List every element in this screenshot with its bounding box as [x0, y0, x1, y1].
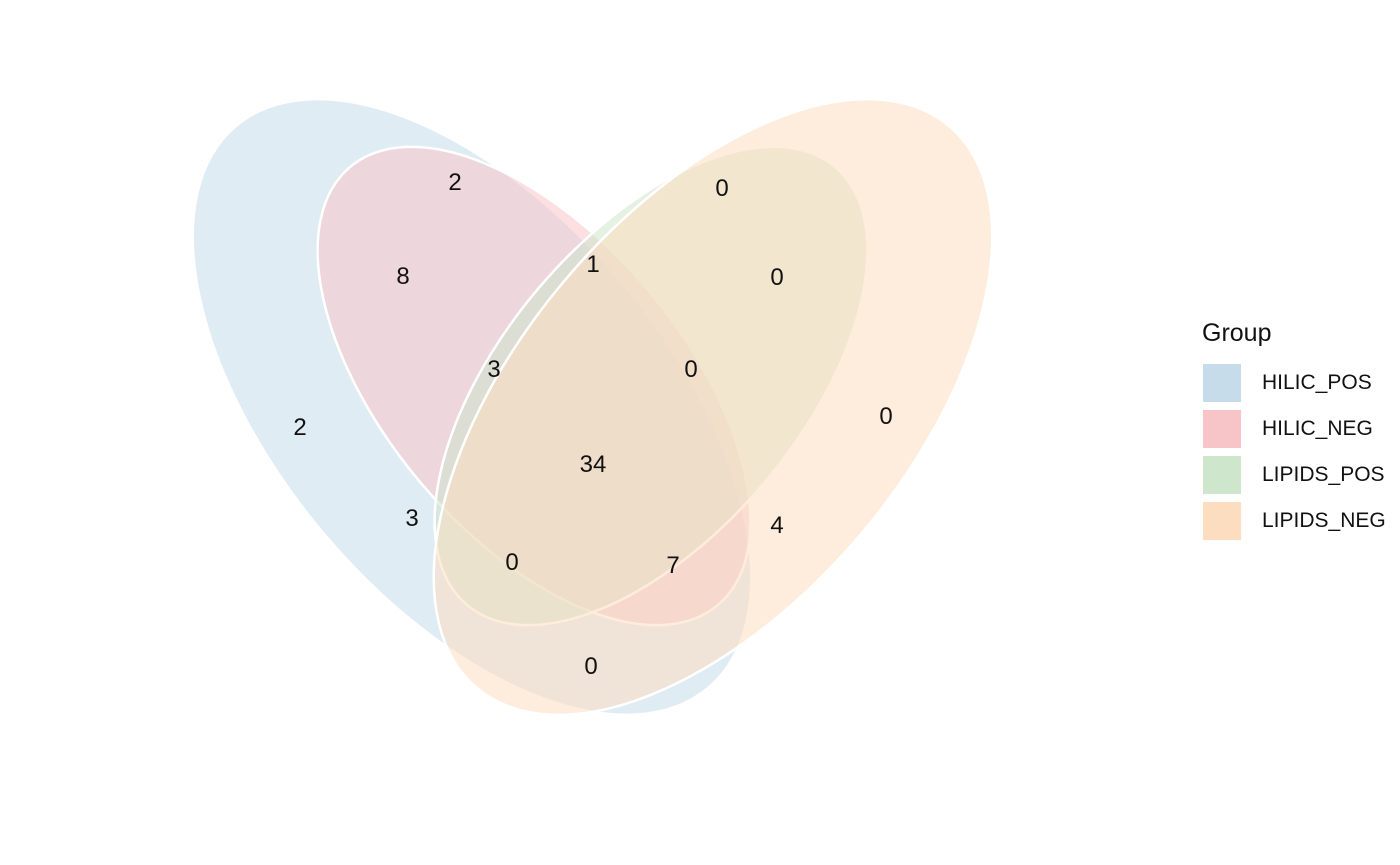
venn-sets [191, 97, 994, 717]
set-lipids-neg [432, 97, 994, 717]
count-hilic-pos-lipids-pos-lipids-neg: 0 [505, 549, 518, 576]
count-lipids-pos-only: 0 [715, 175, 728, 202]
legend: Group HILIC_POS HILIC_NEG LIPIDS_POS LIP… [1201, 318, 1386, 544]
count-hilic-pos-hilic-neg: 8 [396, 263, 409, 290]
legend-swatch-lipids-pos [1201, 454, 1243, 496]
count-hilic-neg-lipids-pos: 1 [586, 251, 599, 278]
count-lipids-pos-lipids-neg: 0 [770, 264, 783, 291]
count-hilic-neg-lipids-pos-lipids-neg: 0 [684, 356, 697, 383]
count-hilic-neg-only: 2 [448, 169, 461, 196]
legend-label-lipids-pos: LIPIDS_POS [1262, 463, 1385, 486]
legend-item-lipids-neg: LIPIDS_NEG [1201, 498, 1386, 544]
legend-item-hilic-neg: HILIC_NEG [1201, 406, 1386, 452]
count-all-four: 34 [580, 451, 607, 478]
legend-item-lipids-pos: LIPIDS_POS [1201, 452, 1386, 498]
legend-label-hilic-pos: HILIC_POS [1262, 371, 1372, 394]
legend-swatch-hilic-pos [1201, 362, 1243, 404]
region-counts: 2 2 0 0 8 1 0 3 0 34 3 4 0 7 0 [293, 169, 892, 680]
count-hilic-pos-lipids-pos: 3 [405, 505, 418, 532]
legend-title: Group [1202, 319, 1272, 347]
count-hilic-neg-lipids-neg: 4 [770, 512, 783, 539]
legend-swatch-lipids-neg [1201, 500, 1243, 542]
legend-label-lipids-neg: LIPIDS_NEG [1262, 509, 1386, 532]
legend-item-hilic-pos: HILIC_POS [1201, 360, 1386, 406]
count-hilic-pos-only: 2 [293, 414, 306, 441]
venn-diagram: 2 2 0 0 8 1 0 3 0 34 3 4 0 7 0 [191, 97, 994, 717]
legend-swatch-hilic-neg [1201, 408, 1243, 450]
count-hilic-pos-lipids-neg: 0 [584, 653, 597, 680]
count-lipids-neg-only: 0 [879, 403, 892, 430]
count-hilic-pos-hilic-neg-lipids-pos: 3 [487, 356, 500, 383]
count-hilic-pos-hilic-neg-lipids-neg: 7 [666, 552, 679, 579]
legend-label-hilic-neg: HILIC_NEG [1262, 417, 1373, 440]
